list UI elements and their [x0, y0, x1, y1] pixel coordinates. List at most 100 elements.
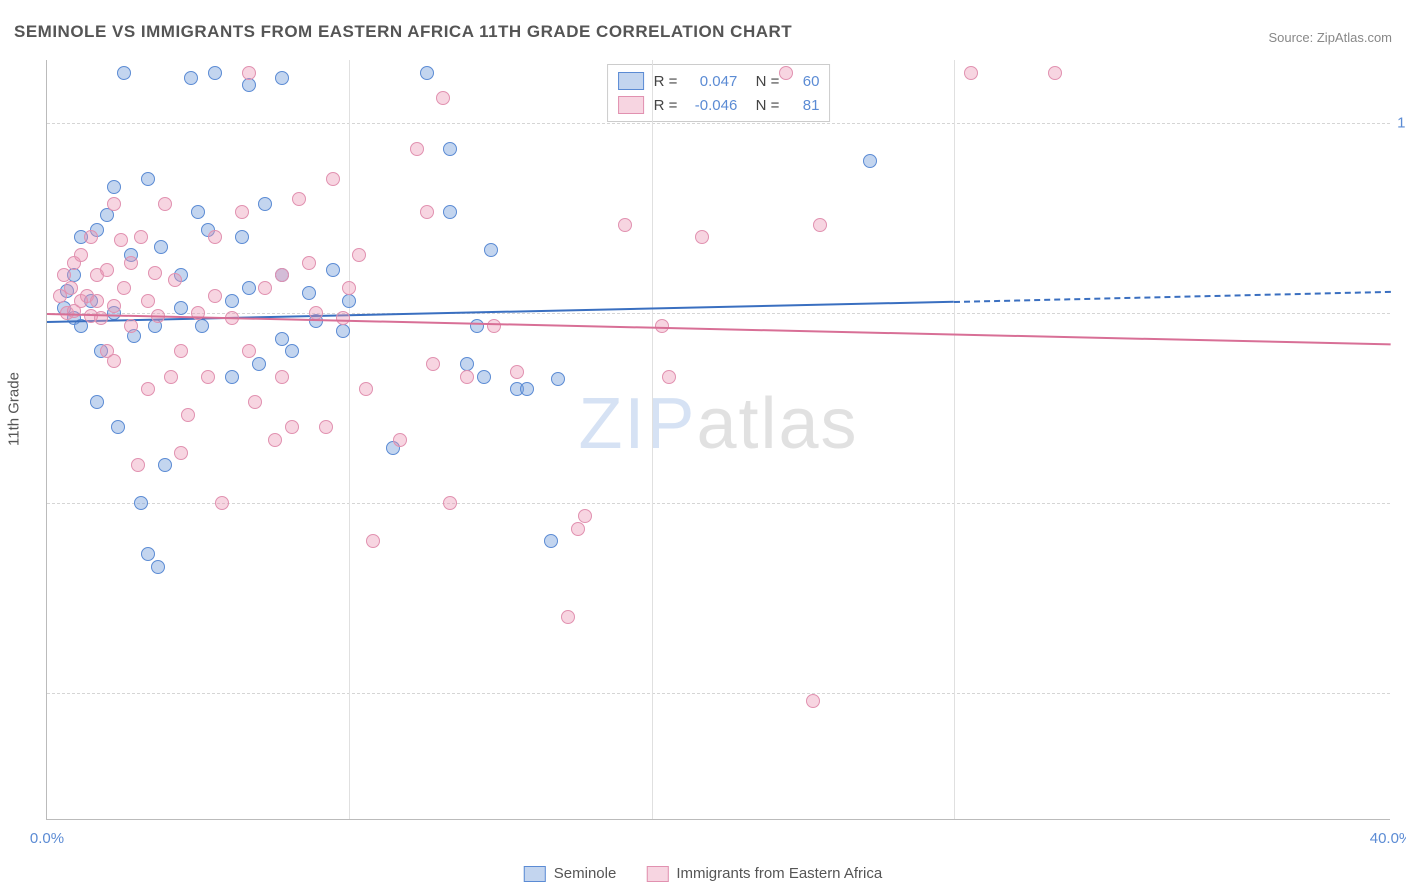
scatter-point-eastern-africa [114, 233, 128, 247]
scatter-point-eastern-africa [695, 230, 709, 244]
scatter-point-eastern-africa [107, 299, 121, 313]
scatter-point-eastern-africa [285, 420, 299, 434]
scatter-point-eastern-africa [436, 91, 450, 105]
watermark-zip: ZIP [578, 384, 696, 464]
stat-swatch [618, 72, 644, 90]
scatter-point-seminole [275, 71, 289, 85]
scatter-point-eastern-africa [181, 408, 195, 422]
scatter-point-eastern-africa [275, 268, 289, 282]
scatter-point-seminole [477, 370, 491, 384]
scatter-point-seminole [484, 243, 498, 257]
legend-item: Immigrants from Eastern Africa [646, 865, 882, 882]
y-tick-label: 100.0% [1397, 115, 1406, 132]
grid-line-v [349, 60, 350, 819]
scatter-point-seminole [863, 154, 877, 168]
scatter-point-seminole [151, 560, 165, 574]
scatter-point-seminole [326, 263, 340, 277]
correlation-chart: SEMINOLE VS IMMIGRANTS FROM EASTERN AFRI… [0, 0, 1406, 892]
scatter-point-eastern-africa [342, 281, 356, 295]
scatter-point-eastern-africa [487, 319, 501, 333]
scatter-point-eastern-africa [410, 142, 424, 156]
scatter-point-seminole [225, 294, 239, 308]
bottom-legend: Seminole Immigrants from Eastern Africa [524, 865, 882, 882]
scatter-point-eastern-africa [124, 319, 138, 333]
scatter-point-eastern-africa [215, 496, 229, 510]
scatter-point-seminole [141, 547, 155, 561]
scatter-point-eastern-africa [275, 370, 289, 384]
scatter-point-eastern-africa [64, 281, 78, 295]
scatter-point-seminole [235, 230, 249, 244]
scatter-point-eastern-africa [141, 294, 155, 308]
grid-line-v [954, 60, 955, 819]
scatter-point-eastern-africa [964, 66, 978, 80]
grid-line-v [652, 60, 653, 819]
legend-item: Seminole [524, 865, 617, 882]
scatter-point-eastern-africa [117, 281, 131, 295]
scatter-point-seminole [258, 197, 272, 211]
scatter-point-seminole [208, 66, 222, 80]
source-label: Source: ZipAtlas.com [1268, 30, 1392, 45]
grid-line-h [47, 123, 1390, 124]
scatter-point-seminole [154, 240, 168, 254]
scatter-point-seminole [551, 372, 565, 386]
scatter-point-eastern-africa [134, 230, 148, 244]
scatter-point-eastern-africa [208, 230, 222, 244]
scatter-point-eastern-africa [90, 294, 104, 308]
scatter-point-seminole [285, 344, 299, 358]
scatter-point-eastern-africa [208, 289, 222, 303]
scatter-point-seminole [275, 332, 289, 346]
scatter-point-seminole [242, 78, 256, 92]
scatter-point-eastern-africa [258, 281, 272, 295]
scatter-point-seminole [302, 286, 316, 300]
scatter-point-eastern-africa [107, 197, 121, 211]
scatter-point-seminole [342, 294, 356, 308]
watermark: ZIPatlas [578, 383, 858, 465]
scatter-point-seminole [544, 534, 558, 548]
scatter-point-eastern-africa [510, 365, 524, 379]
stat-r-value: 0.047 [687, 73, 737, 90]
scatter-point-seminole [134, 496, 148, 510]
scatter-point-eastern-africa [268, 433, 282, 447]
plot-area: ZIPatlas R =0.047 N =60R =-0.046 N =81 1… [46, 60, 1390, 820]
scatter-point-seminole [117, 66, 131, 80]
scatter-point-eastern-africa [248, 395, 262, 409]
scatter-point-seminole [184, 71, 198, 85]
grid-line-h [47, 503, 1390, 504]
scatter-point-eastern-africa [174, 344, 188, 358]
scatter-point-eastern-africa [578, 509, 592, 523]
stat-r-label: R = [654, 73, 678, 90]
scatter-point-seminole [191, 205, 205, 219]
scatter-point-eastern-africa [618, 218, 632, 232]
scatter-point-eastern-africa [84, 230, 98, 244]
legend-swatch [524, 866, 546, 882]
scatter-point-eastern-africa [158, 197, 172, 211]
scatter-point-eastern-africa [124, 256, 138, 270]
scatter-point-seminole [443, 205, 457, 219]
scatter-point-eastern-africa [1048, 66, 1062, 80]
scatter-point-eastern-africa [359, 382, 373, 396]
scatter-point-eastern-africa [806, 694, 820, 708]
chart-title: SEMINOLE VS IMMIGRANTS FROM EASTERN AFRI… [14, 22, 792, 42]
scatter-point-eastern-africa [148, 266, 162, 280]
trend-dash-seminole [954, 291, 1391, 303]
scatter-point-eastern-africa [662, 370, 676, 384]
scatter-point-eastern-africa [443, 496, 457, 510]
scatter-point-seminole [158, 458, 172, 472]
scatter-point-eastern-africa [571, 522, 585, 536]
scatter-point-eastern-africa [319, 420, 333, 434]
scatter-point-seminole [107, 180, 121, 194]
scatter-point-eastern-africa [302, 256, 316, 270]
scatter-point-seminole [90, 395, 104, 409]
scatter-point-seminole [242, 281, 256, 295]
stat-swatch [618, 96, 644, 114]
x-tick-label: 0.0% [30, 830, 64, 847]
scatter-point-eastern-africa [201, 370, 215, 384]
scatter-point-seminole [420, 66, 434, 80]
scatter-point-seminole [225, 370, 239, 384]
stat-n-value: 60 [789, 73, 819, 90]
scatter-point-seminole [470, 319, 484, 333]
grid-line-h [47, 693, 1390, 694]
legend-swatch [646, 866, 668, 882]
scatter-point-eastern-africa [352, 248, 366, 262]
stat-row-eastern-africa: R =-0.046 N =81 [618, 93, 820, 117]
